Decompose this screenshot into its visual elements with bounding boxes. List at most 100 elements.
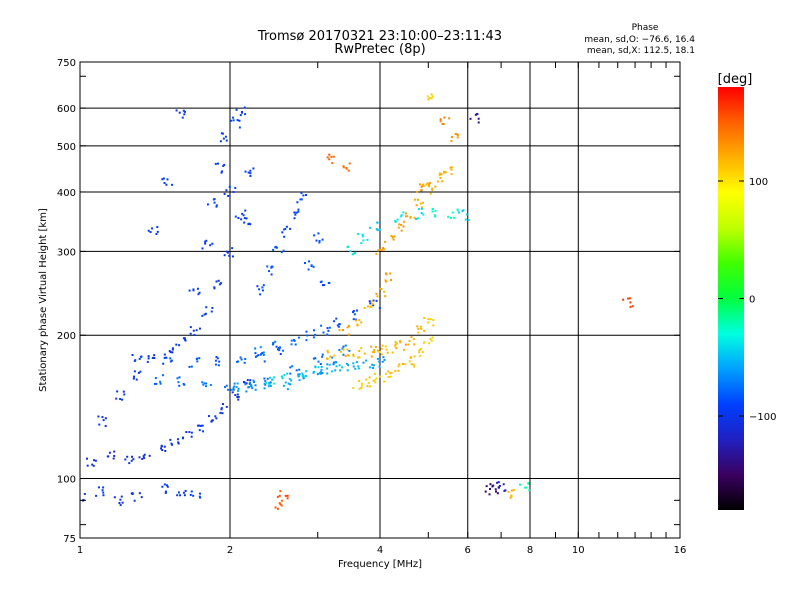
data-point — [371, 302, 374, 305]
data-point — [443, 170, 446, 173]
data-point — [374, 345, 377, 348]
data-point — [248, 386, 251, 389]
data-point — [131, 455, 134, 458]
data-point — [278, 349, 281, 352]
data-point — [295, 211, 298, 214]
data-point — [115, 397, 118, 400]
data-point — [225, 250, 228, 253]
y-axis-ticks: 75 100 200 300 400 500 600 750 — [57, 58, 680, 545]
plot-area: 1 2 4 6 8 10 16 75 100 200 300 400 500 600 750 — [57, 58, 686, 556]
data-point — [390, 234, 393, 237]
data-point — [308, 260, 311, 263]
x-tick-label: 2 — [227, 545, 233, 556]
data-point — [262, 351, 265, 354]
data-point — [431, 95, 434, 98]
data-point — [352, 311, 355, 314]
data-point — [312, 357, 315, 360]
data-point — [204, 242, 207, 245]
data-point — [148, 454, 151, 457]
data-point — [401, 362, 404, 365]
data-point — [375, 252, 378, 255]
data-point — [361, 235, 364, 238]
data-point — [394, 341, 397, 344]
data-point — [378, 351, 381, 354]
data-point — [342, 329, 345, 332]
y-tick-label: 750 — [57, 58, 76, 69]
data-point — [394, 369, 397, 372]
data-point — [384, 372, 387, 375]
data-point — [154, 377, 157, 380]
data-point — [275, 345, 278, 348]
data-point — [407, 343, 410, 346]
data-point — [237, 398, 240, 401]
data-point — [502, 483, 505, 486]
data-point — [230, 119, 233, 122]
data-point — [394, 219, 397, 222]
data-point — [134, 359, 137, 362]
data-point — [224, 135, 227, 138]
data-point — [469, 117, 472, 120]
data-point — [247, 223, 250, 226]
data-point — [337, 325, 340, 328]
data-point — [457, 211, 460, 214]
data-point — [85, 457, 88, 460]
data-point — [165, 484, 168, 487]
data-point — [338, 364, 341, 367]
data-point — [339, 369, 342, 372]
data-point — [163, 483, 166, 486]
data-point — [382, 356, 385, 359]
data-point — [279, 503, 282, 506]
data-point — [283, 374, 286, 377]
data-point — [263, 360, 266, 363]
data-point — [413, 216, 416, 219]
data-point — [198, 327, 201, 330]
data-point — [247, 171, 250, 174]
data-point — [219, 140, 222, 143]
data-point — [278, 346, 281, 349]
data-point — [234, 186, 237, 189]
data-point — [357, 356, 360, 359]
data-point — [449, 216, 452, 219]
data-point — [241, 212, 244, 215]
x-tick-label: 1 — [77, 545, 83, 556]
data-point — [351, 253, 354, 256]
data-point — [367, 381, 370, 384]
data-point — [341, 347, 344, 350]
x-axis-label: Frequency [MHz] — [338, 559, 422, 570]
data-point — [496, 481, 499, 484]
data-point — [495, 490, 498, 493]
data-point — [431, 188, 434, 191]
data-point — [409, 356, 412, 359]
data-point — [236, 360, 239, 363]
data-point — [413, 198, 416, 201]
data-point — [318, 372, 321, 375]
data-point — [132, 377, 135, 380]
data-point — [220, 132, 223, 135]
data-point — [138, 456, 141, 459]
data-point — [249, 381, 252, 384]
data-point — [629, 301, 632, 304]
data-point — [192, 288, 195, 291]
data-point — [290, 343, 293, 346]
data-point — [360, 241, 363, 244]
data-point — [420, 327, 423, 330]
data-point — [450, 168, 453, 171]
data-point — [384, 345, 387, 348]
data-point — [275, 245, 278, 248]
data-point — [143, 457, 146, 460]
data-point — [222, 137, 225, 140]
data-point — [376, 229, 379, 232]
data-point — [413, 355, 416, 358]
data-point — [378, 228, 381, 231]
data-point — [171, 183, 174, 186]
y-tick-label: 100 — [57, 475, 76, 486]
data-point — [119, 398, 122, 401]
data-point — [221, 412, 224, 415]
data-point — [377, 249, 380, 252]
data-point — [428, 96, 431, 99]
data-point — [622, 298, 625, 301]
y-tick-label: 75 — [63, 534, 76, 545]
data-point — [126, 455, 129, 458]
data-point — [257, 354, 260, 357]
